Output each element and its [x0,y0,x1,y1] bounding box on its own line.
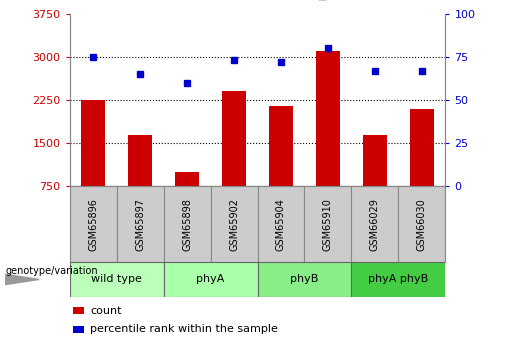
Bar [410,109,434,186]
Bar [164,186,211,262]
Text: GSM65897: GSM65897 [135,198,145,251]
Bar [81,100,105,186]
Bar [352,186,399,262]
Bar [73,326,83,333]
Text: count: count [90,306,122,315]
Bar [116,186,164,262]
Bar [128,135,152,186]
Bar [164,262,258,297]
Bar [269,106,293,186]
Bar [73,307,83,314]
Text: GSM65898: GSM65898 [182,198,192,251]
Bar [352,262,445,297]
Text: GSM65904: GSM65904 [276,198,286,251]
Text: GSM65910: GSM65910 [323,198,333,251]
Text: genotype/variation: genotype/variation [5,266,98,276]
Text: wild type: wild type [91,275,142,284]
Text: phyB: phyB [290,275,319,284]
Text: GSM65896: GSM65896 [88,198,98,251]
Bar [222,91,246,186]
Text: GSM66030: GSM66030 [417,198,427,250]
Text: GSM65902: GSM65902 [229,198,239,251]
Bar [175,172,199,186]
Bar [70,186,116,262]
Bar [211,186,258,262]
Bar [258,262,352,297]
Text: percentile rank within the sample: percentile rank within the sample [90,325,278,334]
Bar [258,186,304,262]
Bar [316,51,340,186]
Polygon shape [5,274,39,285]
Bar [304,186,352,262]
Bar [399,186,445,262]
Text: GSM66029: GSM66029 [370,198,380,251]
Bar [70,262,164,297]
Text: phyA: phyA [196,275,225,284]
Bar [363,135,387,186]
Text: phyA phyB: phyA phyB [368,275,428,284]
